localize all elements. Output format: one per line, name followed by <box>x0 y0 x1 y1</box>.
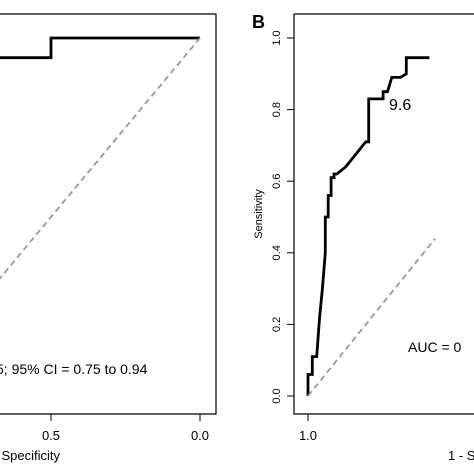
panel-b: 1.0 0.0 0.2 0.4 0.6 0.8 1.0 B Sensitivity 1 - … <box>252 12 474 463</box>
panel-b-text: B Sensitivity 1 - S 9.6 AUC = 0 <box>252 12 474 463</box>
panel-b-y-tick-label: 0.4 <box>271 245 283 260</box>
panel-b-x-axis-label: 1 - S <box>448 448 474 463</box>
panel-a-frame <box>0 13 217 415</box>
panel-a-x-tick-label: 0.0 <box>191 428 209 443</box>
panel-b-frame <box>293 13 474 415</box>
panel-b-roc-curve <box>306 56 430 396</box>
panel-b-y-tick-label: 0.0 <box>271 388 283 403</box>
panel-b-annotation-auc: AUC = 0 <box>408 339 462 355</box>
panel-b-label: B <box>252 12 265 32</box>
panel-a-axes: 0.5 0.0 <box>0 13 217 443</box>
panel-b-annotation-cutoff: 9.6 <box>389 97 411 114</box>
panel-a-text: Specificity 5; 95% CI = 0.75 to 0.94 <box>0 361 148 463</box>
panel-b-x-tick-label: 1.0 <box>299 428 317 443</box>
panel-a-x-tick-label: 0.5 <box>42 428 60 443</box>
panel-b-y-tick-label: 1.0 <box>271 30 283 45</box>
panel-a: 0.5 0.0 Specificity 5; 95% CI = 0.75 to 0… <box>0 13 217 463</box>
panel-b-reference-line <box>307 237 436 397</box>
panel-b-y-tick-label: 0.8 <box>271 102 283 117</box>
panel-a-reference-line <box>0 37 201 280</box>
panel-a-x-axis-label: Specificity <box>1 448 60 463</box>
panel-b-y-tick-label: 0.6 <box>271 174 283 189</box>
panel-b-y-tick-label: 0.2 <box>271 317 283 332</box>
panel-a-series <box>0 36 201 280</box>
panel-b-y-axis-label: Sensitivity <box>253 189 265 239</box>
panel-a-annotation-auc: 5; 95% CI = 0.75 to 0.94 <box>0 361 148 377</box>
panel-b-axes: 1.0 0.0 0.2 0.4 0.6 0.8 1.0 <box>271 13 474 443</box>
panel-a-roc-curve <box>0 36 200 60</box>
panel-b-series <box>306 56 436 397</box>
